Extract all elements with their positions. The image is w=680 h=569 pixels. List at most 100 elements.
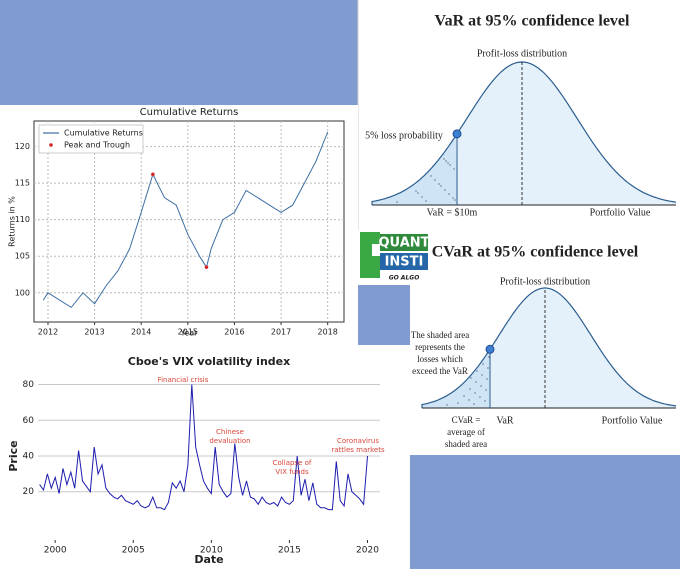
y-axis-label: Price	[7, 440, 20, 471]
tail-dot	[440, 185, 442, 187]
annotation: Chinese	[216, 428, 244, 436]
legend-label: Cumulative Returns	[64, 129, 143, 138]
annotation: Coronavirus	[337, 437, 379, 445]
tail-dot	[447, 162, 449, 164]
tail-dot	[430, 175, 432, 177]
annotation: devaluation	[209, 437, 250, 445]
cvar-title: CVaR at 95% confidence level	[432, 244, 639, 261]
y-tick-label: 20	[23, 487, 35, 497]
tail-dot	[470, 377, 472, 379]
tail-dot	[448, 193, 450, 195]
x-tick-label: 2020	[356, 546, 379, 556]
annotation: Financial crisis	[158, 376, 209, 384]
tail-area	[372, 135, 457, 205]
var-point	[485, 344, 495, 354]
x-tick-label: 2015	[178, 328, 198, 337]
annotation: rattles markets	[331, 446, 385, 454]
x-tick-label: 2012	[38, 328, 58, 337]
blue-block	[358, 285, 410, 345]
x-tick-label: 2000	[44, 546, 67, 556]
tail-dot	[445, 160, 447, 162]
chart-title: Cumulative Returns	[140, 107, 239, 118]
data-line	[39, 384, 368, 511]
x-tick-label: 2013	[84, 328, 104, 337]
tail-label: 5% loss probability	[365, 130, 443, 141]
note-line: exceed the VaR	[412, 366, 468, 376]
tail-dot	[484, 400, 486, 402]
axis-label: Portfolio Value	[590, 207, 651, 218]
y-tick-label: 115	[15, 179, 30, 188]
tail-dot	[485, 389, 487, 391]
tail-dot	[474, 392, 476, 394]
logo: QUANT INSTI GO ALGO	[360, 232, 430, 282]
vix-panel	[0, 345, 410, 569]
var-label: VaR = $10m	[427, 207, 478, 218]
axis-label: Portfolio Value	[602, 415, 663, 426]
cvar-label: shaded area	[445, 439, 487, 449]
y-tick-label: 120	[15, 142, 30, 151]
cvar-diagram: CVaR at 95% confidence level Profit-loss…	[411, 244, 677, 449]
logo-text: INSTI	[385, 255, 424, 270]
tail-dot	[475, 381, 477, 383]
var-label: VaR	[496, 415, 514, 426]
y-axis-label: Returns in %	[8, 196, 17, 247]
tail-dot	[434, 179, 436, 181]
tail-dot	[469, 388, 471, 390]
tail-dot	[443, 158, 445, 160]
tail-dot	[454, 199, 456, 201]
curve-label: Profit-loss distribution	[500, 276, 590, 287]
y-tick-label: 60	[23, 416, 35, 426]
x-tick-label: 2016	[224, 328, 244, 337]
tail-dot	[446, 404, 448, 406]
tail-dot	[476, 370, 478, 372]
var-point	[452, 129, 462, 139]
cvar-label: CVaR =	[452, 415, 481, 425]
tail-dot	[417, 192, 419, 194]
logo-band	[380, 253, 428, 270]
y-tick-label: 80	[23, 380, 35, 390]
tail-dot	[421, 196, 423, 198]
distribution-curve	[371, 61, 677, 205]
x-axis-label: Date	[194, 553, 223, 566]
tail-dot	[438, 183, 440, 185]
var-title: VaR at 95% confidence level	[435, 13, 630, 30]
tail-dot	[488, 356, 490, 358]
legend-label: Peak and Trough	[64, 141, 130, 150]
tail-dot	[425, 200, 427, 202]
x-tick-label: 2014	[131, 328, 151, 337]
legend-box	[38, 124, 144, 154]
peak-trough-point	[204, 265, 209, 269]
peak-trough-point	[151, 172, 155, 177]
logo-band	[380, 234, 428, 251]
logo-text: QUANT	[378, 236, 429, 251]
tail-dot	[481, 374, 483, 376]
tail-dot	[396, 201, 398, 203]
logo-tagline: GO ALGO	[389, 275, 420, 282]
y-tick-label: 100	[15, 288, 30, 297]
x-tick-label: 2015	[278, 546, 301, 556]
y-tick-label: 110	[15, 215, 30, 224]
tail-dot	[452, 197, 454, 199]
note-line: losses which	[417, 354, 463, 364]
y-tick-label: 105	[15, 252, 30, 261]
blue-block	[410, 455, 680, 569]
plot-frame	[33, 120, 345, 323]
note-line: The shaded area	[411, 330, 469, 340]
x-tick-label: 2010	[200, 546, 223, 556]
blue-block	[0, 0, 358, 105]
x-tick-label: 2005	[122, 546, 145, 556]
tail-dot	[480, 385, 482, 387]
x-axis-label: Year	[180, 329, 199, 338]
annotation: Collapse of	[273, 459, 312, 467]
tail-dot	[473, 403, 475, 405]
data-line	[42, 131, 329, 309]
tail-dot	[482, 363, 484, 365]
tail-dot	[468, 399, 470, 401]
tail-area	[422, 349, 490, 408]
tail-dot	[479, 396, 481, 398]
chart-title: Cboe's VIX volatility index	[128, 355, 290, 368]
tail-dot	[415, 190, 417, 192]
logo-mark	[360, 232, 380, 278]
x-tick-label: 2018	[318, 328, 338, 337]
